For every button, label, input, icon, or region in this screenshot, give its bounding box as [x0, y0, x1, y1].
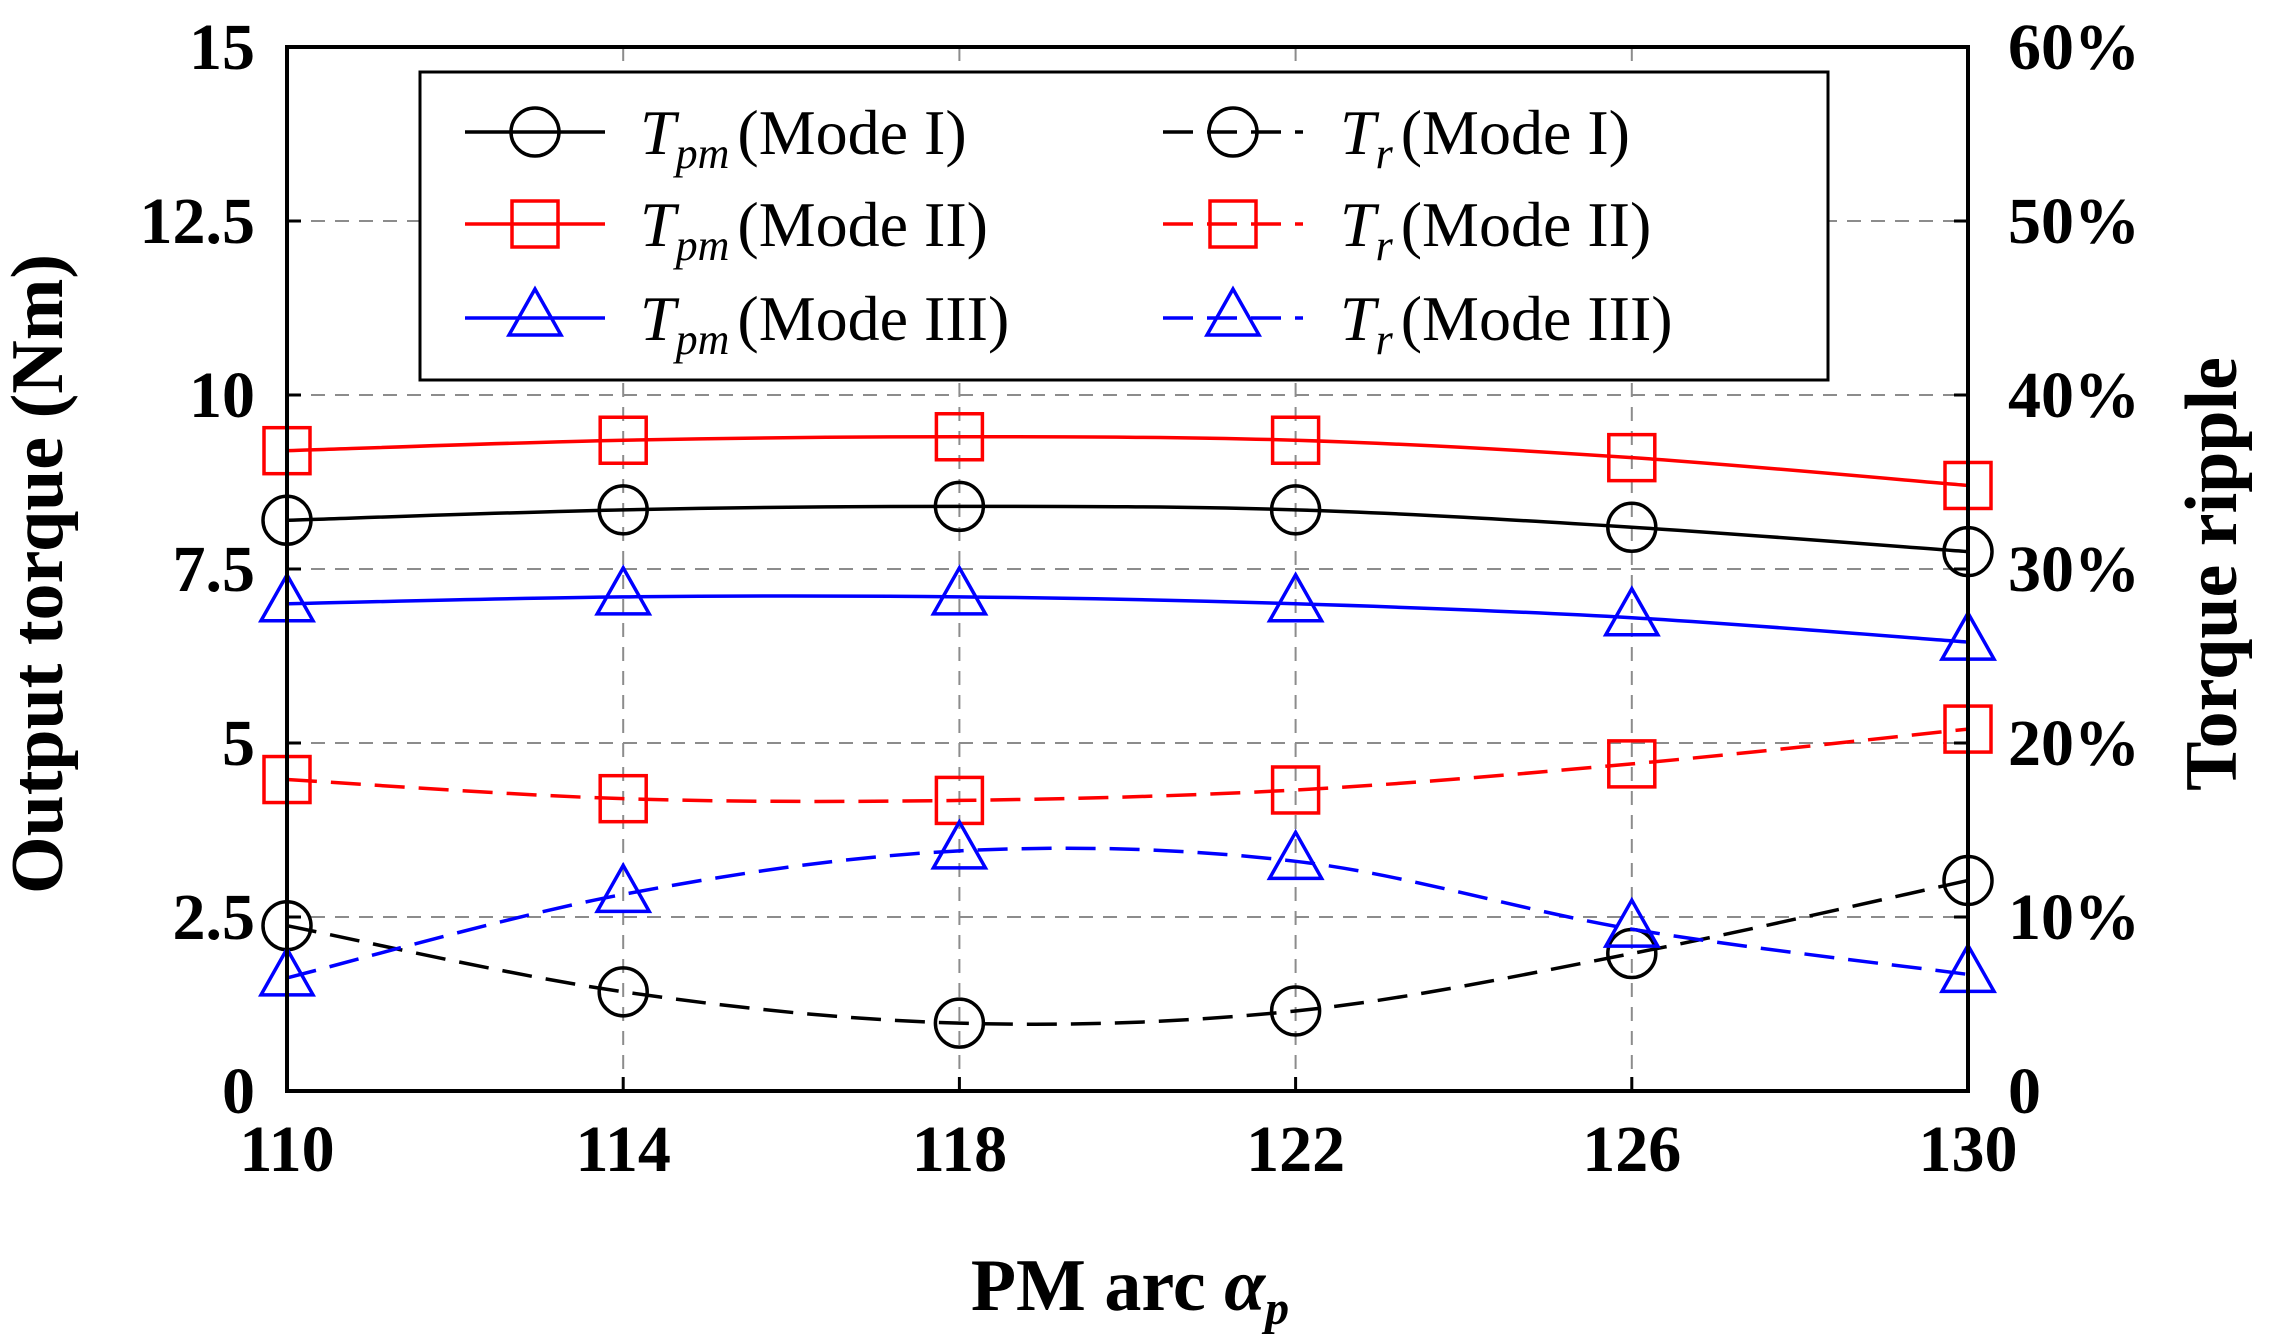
- y-axis-right-title: Torque ripple: [2171, 357, 2253, 791]
- data-point: [597, 966, 649, 1018]
- data-point: [1270, 415, 1321, 465]
- x-tick-label: 110: [239, 1113, 334, 1186]
- series-line: [286, 504, 1969, 554]
- data-point: [1270, 765, 1321, 815]
- legend-label: Tr (Mode III): [1340, 283, 1673, 364]
- y-right-tick-label: 30%: [2008, 533, 2140, 606]
- legend-label: Tr (Mode II): [1340, 189, 1651, 270]
- series-pm-triangle: [258, 564, 1997, 661]
- data-point: [930, 564, 989, 616]
- legend-item: Tpm (Mode III): [465, 283, 1009, 364]
- legend-marker: [1208, 199, 1258, 249]
- y-right-tick-label: 60%: [2008, 11, 2140, 84]
- data-point: [933, 997, 986, 1049]
- data-point: [594, 564, 653, 616]
- x-axis-title: PM arc αp: [971, 1245, 1289, 1335]
- data-point: [597, 484, 649, 536]
- data-point: [1269, 985, 1322, 1037]
- legend: Tpm (Mode I) Tpm (Mode II) Tpm (Mode III) Tr (M…: [418, 70, 1830, 382]
- data-point: [933, 480, 986, 533]
- y-left-tick-label: 2.5: [173, 881, 256, 954]
- legend-marker: [1207, 106, 1259, 158]
- data-point: [594, 861, 653, 914]
- series-line: [286, 435, 1969, 488]
- data-point: [1266, 571, 1325, 623]
- data-point: [598, 773, 648, 824]
- x-tick-label: 118: [912, 1113, 1007, 1186]
- data-point: [1602, 585, 1661, 637]
- data-point: [1269, 484, 1322, 536]
- y-right-tick-label: 40%: [2008, 359, 2140, 432]
- y-left-tick-label: 0: [222, 1055, 255, 1128]
- series-line: [286, 878, 1969, 1026]
- data-point: [1607, 739, 1657, 789]
- legend-marker: [509, 106, 561, 158]
- data-point: [1602, 896, 1661, 948]
- legend-marker: [510, 199, 560, 249]
- legend-item: Tr (Mode I): [1163, 97, 1630, 178]
- legend-item: Tr (Mode II): [1163, 189, 1651, 270]
- legend-item: Tpm (Mode II): [465, 189, 988, 270]
- x-axis-title-sub: p: [1261, 1282, 1289, 1335]
- series-pm-square: [262, 412, 1993, 511]
- x-tick-label: 114: [576, 1113, 671, 1186]
- data-point: [1607, 432, 1657, 483]
- y-left-tick-label: 12.5: [140, 185, 256, 258]
- x-tick-label: 126: [1582, 1113, 1681, 1186]
- legend-marker: [506, 285, 564, 337]
- y-axis-left-title: Output torque (Nm): [0, 254, 79, 894]
- x-axis-title-symbol: α: [1224, 1245, 1266, 1327]
- legend-marker: [1204, 285, 1262, 337]
- series-r-triangle: [258, 818, 1997, 997]
- series-pm-circle: [261, 480, 1994, 578]
- data-point: [598, 415, 648, 465]
- series-line: [286, 846, 1969, 980]
- legend-label: Tpm (Mode III): [640, 283, 1009, 364]
- y-right-tick-label: 20%: [2008, 707, 2140, 780]
- y-right-tick-label: 50%: [2008, 185, 2140, 258]
- x-tick-label: 130: [1919, 1113, 2018, 1186]
- y-right-tick-label: 0: [2008, 1055, 2041, 1128]
- legend-item: Tpm (Mode I): [465, 97, 967, 178]
- series-line: [286, 594, 1969, 644]
- x-axis-title-text: PM arc: [971, 1245, 1224, 1327]
- legend-label: Tr (Mode I): [1340, 97, 1630, 178]
- legend-label: Tpm (Mode I): [640, 97, 967, 178]
- legend-label: Tpm (Mode II): [640, 189, 988, 270]
- y-left-tick-label: 7.5: [173, 533, 256, 606]
- series-r-circle: [261, 854, 1994, 1049]
- data-point: [930, 818, 989, 870]
- y-left-tick-label: 10: [189, 359, 255, 432]
- legend-box: [418, 70, 1830, 382]
- data-point: [934, 412, 985, 462]
- data-point: [1606, 501, 1658, 553]
- series-line: [286, 727, 1969, 804]
- series-layer: [258, 412, 1997, 1049]
- series-r-square: [262, 704, 1993, 826]
- y-right-tick-label: 10%: [2008, 881, 2140, 954]
- legend-item: Tr (Mode III): [1163, 283, 1673, 364]
- x-tick-label: 122: [1246, 1113, 1345, 1186]
- data-point: [1266, 828, 1325, 881]
- y-left-tick-label: 5: [222, 707, 255, 780]
- y-left-tick-label: 15: [189, 11, 255, 84]
